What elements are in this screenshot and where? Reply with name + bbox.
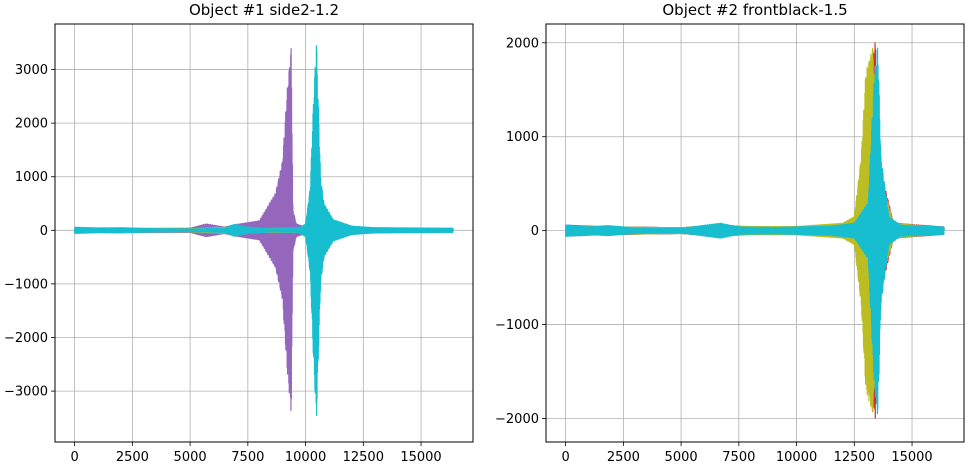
y-tick-label: −1000 [495, 318, 539, 333]
y-tick-label: 0 [531, 224, 539, 239]
y-tick-label: 1000 [506, 130, 539, 145]
axes-frame [54, 23, 474, 443]
y-tick-label: 2000 [15, 117, 48, 132]
subplot-object-1: 0 2500 5000 7500 10000 12500 15000−3000−2000−1… [4, 1, 474, 465]
x-tick-label: 7500 [722, 450, 755, 465]
x-tick-label: 15000 [400, 450, 441, 465]
plot-area [565, 42, 945, 419]
y-tick-label: −1000 [4, 277, 48, 292]
y-tick-label: −3000 [4, 385, 48, 400]
x-tick-label: 10000 [776, 450, 817, 465]
y-tick-label: 2000 [506, 36, 539, 51]
x-tick-label: 10000 [285, 450, 326, 465]
x-tick-label: 5000 [665, 450, 698, 465]
y-tick-label: 1000 [15, 170, 48, 185]
y-tick-label: 0 [40, 224, 48, 239]
axes-frame [545, 23, 965, 443]
plot-area [74, 45, 454, 416]
x-tick-label: 0 [70, 450, 78, 465]
x-tick-label: 0 [561, 450, 569, 465]
y-tick-label: 3000 [15, 63, 48, 78]
chart-title: Object #2 frontblack-1.5 [662, 1, 847, 19]
chart-title: Object #1 side2-1.2 [189, 1, 339, 19]
x-tick-label: 2500 [116, 450, 149, 465]
subplot-object-2: 0 2500 5000 7500 10000 12500 15000 −2000 −1000 0 1… [495, 1, 965, 465]
y-tick-label: −2000 [4, 331, 48, 346]
series-line-10 [74, 45, 454, 416]
x-tick-label: 5000 [174, 450, 207, 465]
x-tick-label: 15000 [891, 450, 932, 465]
x-tick-label: 2500 [607, 450, 640, 465]
x-tick-label: 12500 [834, 450, 875, 465]
x-tick-label: 7500 [231, 450, 264, 465]
series-line-10 [565, 47, 945, 415]
y-tick-label: −2000 [495, 412, 539, 427]
x-tick-label: 12500 [343, 450, 384, 465]
